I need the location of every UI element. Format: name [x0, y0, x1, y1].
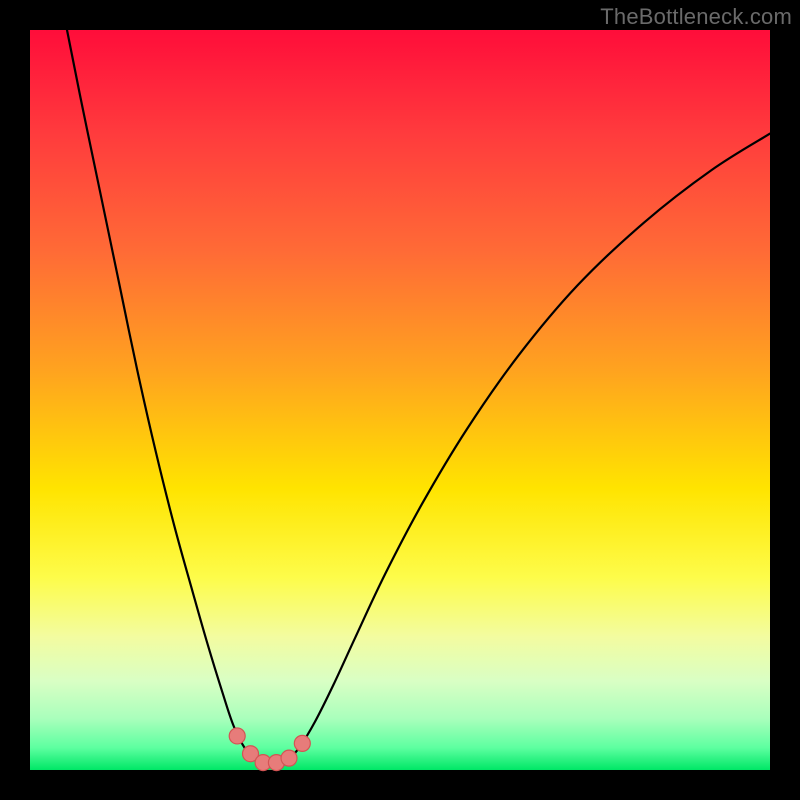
chart-container: TheBottleneck.com — [0, 0, 800, 800]
marker-point — [294, 735, 310, 751]
plot-gradient-background — [30, 30, 770, 770]
marker-point — [229, 728, 245, 744]
marker-point — [281, 750, 297, 766]
bottleneck-chart — [0, 0, 800, 800]
watermark-text: TheBottleneck.com — [600, 4, 792, 30]
